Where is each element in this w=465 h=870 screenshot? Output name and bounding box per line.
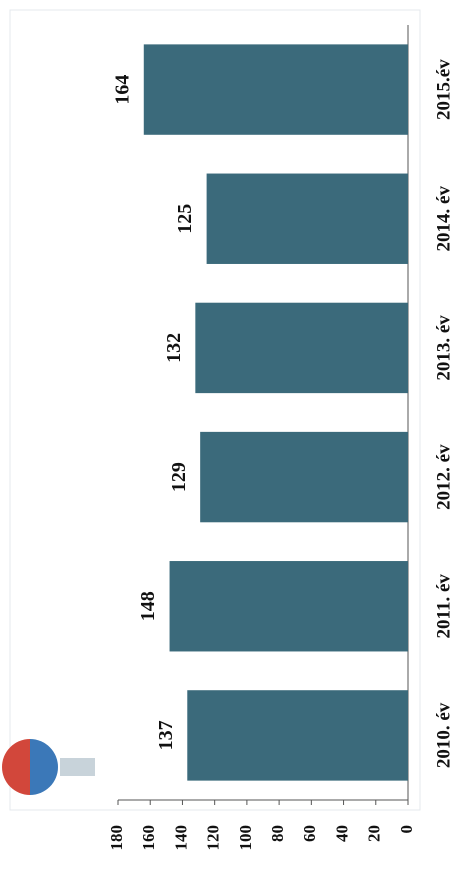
y-tick-label: 140 bbox=[171, 825, 190, 851]
logo bbox=[2, 739, 95, 795]
x-tick-label: 2014. év bbox=[433, 186, 454, 252]
y-tick-label: 80 bbox=[268, 825, 287, 842]
x-tick-label: 2011. év bbox=[433, 574, 454, 639]
y-tick-label: 0 bbox=[397, 825, 416, 834]
bar bbox=[143, 44, 408, 135]
y-tick-label: 100 bbox=[236, 825, 255, 851]
plot: 0 20 40 60 80 100 120 140 160 180 2010. év 137 2011.… bbox=[107, 25, 454, 851]
value-label: 164 bbox=[111, 75, 133, 105]
bar bbox=[169, 561, 408, 652]
x-tick-label: 2013. év bbox=[433, 315, 454, 381]
y-tick-label: 180 bbox=[107, 825, 126, 851]
y-tick-label: 20 bbox=[365, 825, 384, 842]
bar bbox=[200, 431, 408, 523]
bar bbox=[206, 173, 408, 264]
y-tick-label: 40 bbox=[332, 825, 351, 842]
value-label: 129 bbox=[168, 462, 190, 492]
value-label: 148 bbox=[137, 591, 159, 621]
x-tick-label: 2010. év bbox=[433, 702, 454, 768]
bar bbox=[195, 302, 408, 394]
value-label: 137 bbox=[155, 720, 177, 750]
bar bbox=[187, 690, 408, 781]
value-label: 125 bbox=[174, 204, 196, 234]
y-tick-label: 60 bbox=[300, 825, 319, 842]
x-tick-label: 2015.év bbox=[433, 59, 454, 120]
x-tick-label: 2012. év bbox=[433, 444, 454, 510]
y-tick-label: 120 bbox=[204, 825, 223, 851]
frame bbox=[9, 9, 421, 811]
value-label: 132 bbox=[163, 333, 185, 363]
y-tick-label: 160 bbox=[139, 825, 158, 851]
